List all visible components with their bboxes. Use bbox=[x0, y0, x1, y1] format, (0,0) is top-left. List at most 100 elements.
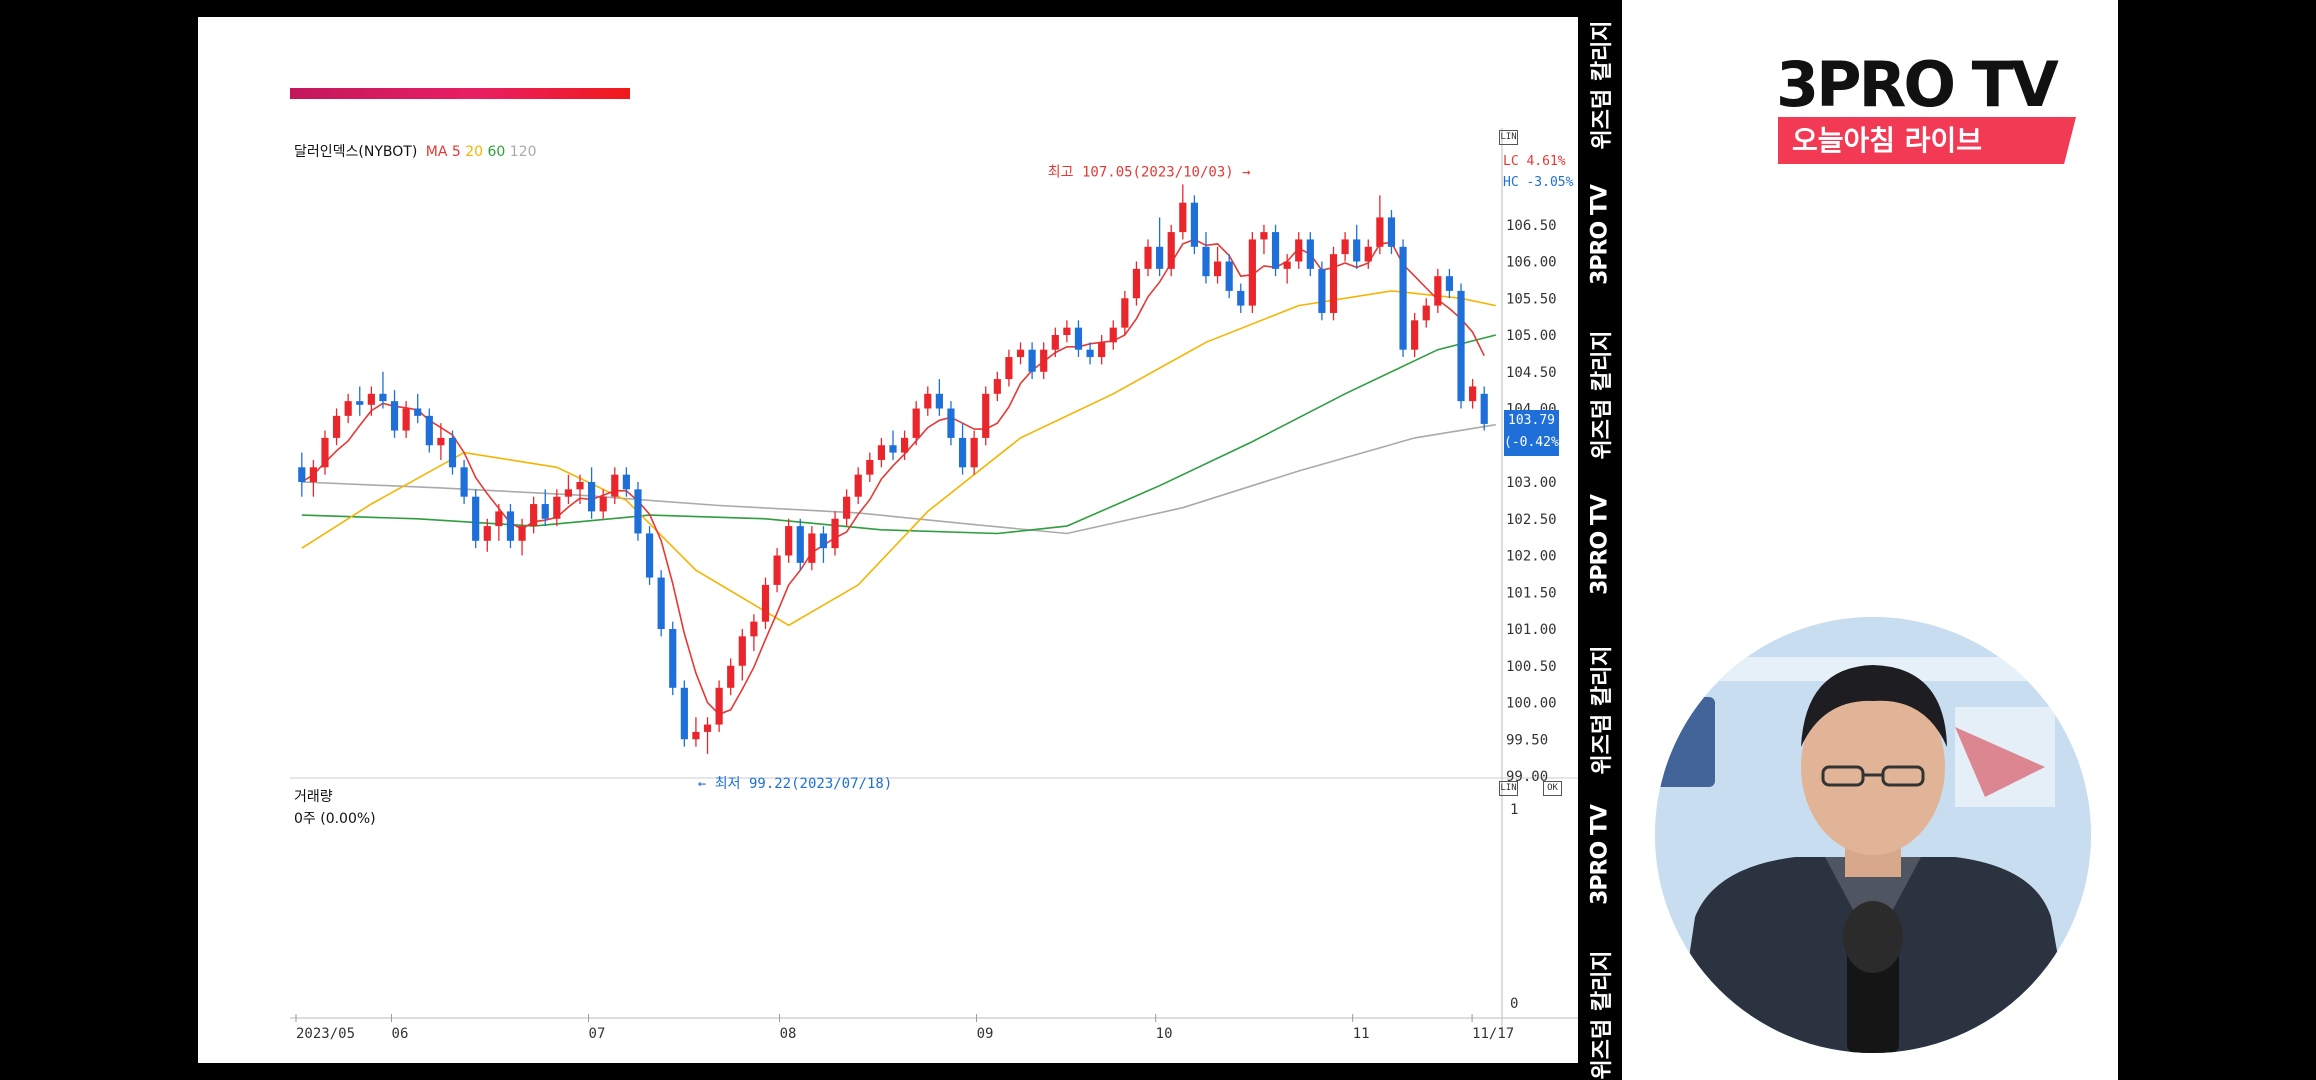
candle-body bbox=[1318, 268, 1326, 313]
candle-body bbox=[889, 445, 897, 453]
candle-body bbox=[1411, 320, 1419, 350]
candle-body bbox=[390, 401, 399, 431]
panel-lin-button[interactable]: LIN bbox=[1499, 130, 1518, 145]
candle-body bbox=[738, 636, 746, 666]
x-tick-label: 11/17 bbox=[1472, 1026, 1514, 1042]
candle-body bbox=[1480, 393, 1488, 424]
candle-body bbox=[1074, 327, 1083, 350]
ma5-label: 5 bbox=[451, 144, 461, 160]
candle-body bbox=[645, 533, 654, 578]
candle-body bbox=[1190, 202, 1198, 247]
candle-body bbox=[831, 518, 839, 549]
candle-body bbox=[414, 408, 422, 416]
candle-body bbox=[356, 401, 364, 405]
ma120-label: 120 bbox=[509, 144, 537, 160]
strip-text-1: 위즈덤 칼리지 bbox=[1590, 20, 1615, 150]
strip-text-7: 위즈덤 칼리지 bbox=[1590, 950, 1615, 1080]
candle-body bbox=[1434, 276, 1442, 306]
x-tick-label: 09 bbox=[977, 1026, 994, 1042]
hc-label: HC -3.05% bbox=[1503, 175, 1574, 190]
candle-body bbox=[541, 504, 549, 519]
strip-text-4: 3PRO TV bbox=[1587, 495, 1613, 595]
candle-body bbox=[1144, 246, 1152, 269]
candle-body bbox=[1445, 276, 1454, 291]
candle-body bbox=[1237, 290, 1245, 306]
candle-body bbox=[808, 533, 816, 563]
vol-lin-button[interactable]: LIN bbox=[1499, 781, 1518, 796]
strip-text-6: 3PRO TV bbox=[1587, 805, 1613, 905]
candle-body bbox=[900, 437, 909, 453]
candle-body bbox=[819, 533, 828, 549]
candle-body bbox=[553, 496, 561, 519]
candle-body bbox=[1063, 327, 1071, 335]
candle-body bbox=[1202, 246, 1210, 277]
candle-body bbox=[1109, 327, 1117, 343]
candle-body bbox=[321, 437, 329, 468]
candle-body bbox=[958, 437, 967, 468]
candle-body bbox=[1248, 239, 1256, 306]
candle-body bbox=[657, 577, 665, 629]
strip-text-2: 3PRO TV bbox=[1587, 185, 1613, 285]
y-tick-label: 100.50 bbox=[1506, 659, 1557, 675]
candle-body bbox=[379, 393, 387, 402]
y-tick-label: 105.00 bbox=[1506, 328, 1557, 344]
strip-text-5: 위즈덤 칼리지 bbox=[1590, 645, 1615, 775]
candle-body bbox=[947, 408, 955, 438]
candle-body bbox=[1051, 335, 1059, 350]
candle-body bbox=[877, 445, 886, 460]
candle-body bbox=[1005, 357, 1013, 380]
y-tick-label: 106.50 bbox=[1506, 218, 1557, 234]
candle-body bbox=[309, 467, 317, 482]
candle-body bbox=[982, 393, 990, 438]
candle-body bbox=[1341, 239, 1349, 255]
candle-body bbox=[1271, 232, 1280, 269]
candle-body bbox=[472, 496, 480, 541]
candle-body bbox=[843, 496, 851, 519]
ma120-line bbox=[301, 423, 1496, 535]
candle-body bbox=[298, 467, 306, 482]
ma20-line bbox=[301, 290, 1496, 627]
candle-body bbox=[1260, 232, 1268, 240]
y-tick-label: 100.00 bbox=[1506, 696, 1557, 712]
candle-body bbox=[588, 482, 596, 512]
candle-body bbox=[425, 415, 433, 446]
y-tick-label: 104.50 bbox=[1506, 365, 1557, 381]
candle-body bbox=[1028, 349, 1036, 372]
candle-body bbox=[437, 437, 445, 446]
y-tick-label: 102.50 bbox=[1506, 512, 1557, 528]
candle-body bbox=[622, 474, 630, 490]
candle-body bbox=[332, 415, 341, 438]
ma20-label: 20 bbox=[465, 144, 484, 160]
vol-ok-button[interactable]: OK bbox=[1543, 781, 1562, 796]
last-price: 103.79 bbox=[1508, 413, 1555, 428]
x-tick-label: 06 bbox=[392, 1026, 409, 1042]
channel-logo: 3PRO TV bbox=[1776, 48, 2059, 121]
chart-title-text: 달러인덱스(NYBOT) bbox=[294, 144, 418, 160]
candle-body bbox=[1156, 246, 1164, 269]
y-tick-label: 102.00 bbox=[1506, 549, 1557, 565]
x-tick-label: 08 bbox=[780, 1026, 797, 1042]
candle-body bbox=[854, 474, 862, 497]
candle-body bbox=[634, 489, 642, 534]
ma-legend: MA 5 20 60 120 bbox=[426, 144, 537, 160]
candle-body bbox=[727, 665, 735, 688]
candle-body bbox=[785, 526, 793, 556]
x-tick-label: 07 bbox=[589, 1026, 606, 1042]
candle-body bbox=[970, 437, 978, 468]
candle-body bbox=[599, 496, 607, 512]
last-change: (-0.42%) bbox=[1504, 435, 1567, 450]
y-tick-label: 101.50 bbox=[1506, 585, 1557, 601]
candle-body bbox=[680, 687, 688, 740]
candle-body bbox=[1121, 298, 1129, 328]
x-tick-label: 2023/05 bbox=[296, 1026, 355, 1042]
y-tick-label: 99.50 bbox=[1506, 732, 1548, 748]
program-subtitle: 오늘아침 라이브 bbox=[1778, 117, 2076, 164]
y-tick-label: 103.00 bbox=[1506, 475, 1557, 491]
candle-body bbox=[1283, 261, 1291, 269]
candle-body bbox=[993, 379, 1001, 394]
accent-bar bbox=[290, 88, 630, 99]
candle-body bbox=[402, 408, 410, 431]
candle-body bbox=[1225, 261, 1233, 291]
candle-body bbox=[460, 467, 468, 497]
ma60-line bbox=[301, 334, 1496, 535]
